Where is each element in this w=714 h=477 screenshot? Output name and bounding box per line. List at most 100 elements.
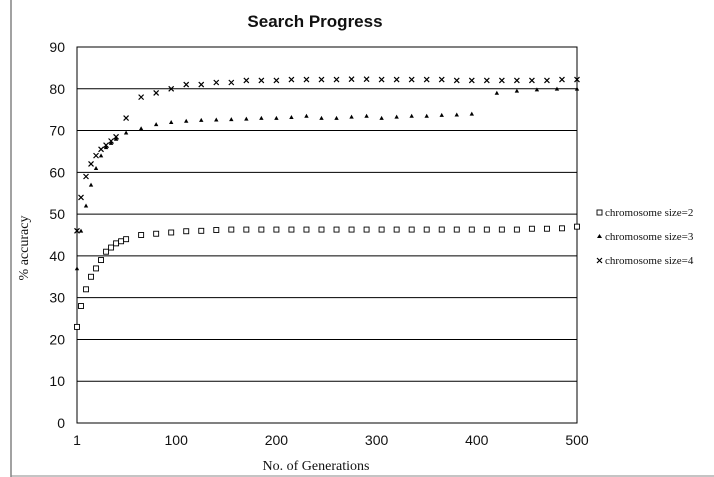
data-point — [543, 225, 550, 232]
data-point — [288, 76, 295, 83]
data-point — [514, 88, 520, 93]
data-point — [498, 226, 505, 233]
data-point — [168, 229, 175, 236]
data-point — [498, 77, 505, 84]
data-point — [108, 140, 114, 145]
data-point — [319, 115, 324, 120]
data-point — [88, 273, 94, 280]
data-point — [483, 77, 490, 84]
data-point — [494, 90, 500, 95]
data-point — [74, 266, 80, 271]
data-point — [183, 81, 190, 88]
y-tick-label: 50 — [49, 206, 65, 222]
data-point — [363, 226, 370, 233]
legend-entry-1: chromosome size=2 — [596, 207, 693, 219]
data-point — [228, 79, 235, 86]
data-point — [103, 142, 109, 149]
data-point — [394, 114, 399, 119]
y-tick-label: 40 — [49, 248, 65, 264]
data-point — [118, 238, 125, 245]
data-point — [103, 145, 109, 150]
gridlines — [77, 88, 577, 382]
data-point — [318, 226, 325, 233]
plot-area — [76, 46, 578, 424]
data-point — [98, 153, 104, 158]
x-tick-label: 100 — [165, 432, 189, 448]
data-point — [554, 86, 560, 91]
data-point — [258, 226, 265, 233]
data-point — [138, 126, 144, 131]
data-point — [348, 226, 355, 233]
data-point — [93, 265, 99, 272]
chart-title: Search Progress — [247, 12, 382, 31]
data-point — [453, 77, 460, 84]
data-point — [469, 111, 474, 116]
data-point — [183, 228, 190, 235]
legend-label-1: chromosome size=2 — [605, 207, 693, 219]
data-point — [303, 226, 310, 233]
x-tick-label: 200 — [265, 432, 289, 448]
data-point — [78, 303, 84, 309]
data-point — [379, 115, 384, 120]
data-point — [288, 226, 295, 233]
data-point — [74, 227, 80, 234]
data-point — [229, 117, 234, 122]
data-point — [153, 230, 160, 237]
y-tick-label: 80 — [49, 81, 65, 97]
data-point — [113, 240, 120, 247]
y-tick-label: 60 — [49, 164, 65, 180]
y-axis-label: % accuracy — [17, 216, 32, 281]
data-point — [153, 90, 160, 96]
y-tick-labels: 0 10 20 30 40 50 60 70 80 90 — [49, 39, 65, 431]
data-point — [534, 87, 540, 92]
data-point — [93, 152, 99, 159]
data-point — [303, 76, 310, 83]
data-point — [424, 113, 429, 118]
data-point — [123, 115, 130, 121]
data-point — [83, 173, 89, 180]
data-point — [123, 236, 130, 243]
data-point — [198, 81, 205, 88]
y-tick-label: 90 — [49, 39, 65, 55]
data-point — [108, 244, 115, 251]
data-point — [363, 76, 370, 83]
data-point — [243, 77, 250, 84]
data-point — [364, 113, 369, 118]
data-point — [113, 133, 120, 140]
data-point — [423, 76, 430, 83]
data-point — [408, 76, 415, 83]
data-point — [468, 226, 475, 233]
data-point — [198, 227, 205, 234]
data-point — [98, 257, 104, 264]
data-point — [574, 76, 580, 83]
data-point — [378, 226, 385, 233]
data-point — [168, 85, 175, 92]
data-point — [168, 120, 174, 124]
data-point — [243, 226, 250, 233]
legend-marker-x — [596, 257, 603, 264]
data-point — [123, 130, 129, 135]
data-point — [213, 227, 220, 233]
data-point — [544, 77, 550, 84]
x-tick-label: 400 — [465, 432, 489, 448]
data-point — [349, 114, 354, 119]
data-point — [228, 226, 235, 233]
x-tick-label: 1 — [73, 432, 81, 448]
data-point — [78, 194, 84, 201]
legend-marker-triangle — [597, 234, 602, 238]
data-point — [453, 226, 460, 233]
y-tick-label: 10 — [49, 373, 65, 389]
data-point — [153, 122, 159, 127]
data-point — [438, 226, 445, 233]
data-point — [423, 226, 430, 233]
legend-label-3: chromosome size=4 — [605, 255, 694, 267]
legend-entry-3: chromosome size=4 — [596, 255, 694, 267]
series-1 — [74, 223, 580, 330]
data-point — [348, 76, 355, 83]
data-point — [273, 77, 280, 84]
data-point — [454, 112, 459, 117]
data-point — [574, 86, 580, 91]
data-point — [438, 76, 445, 83]
data-point — [78, 228, 84, 233]
x-tick-label: 300 — [365, 432, 389, 448]
